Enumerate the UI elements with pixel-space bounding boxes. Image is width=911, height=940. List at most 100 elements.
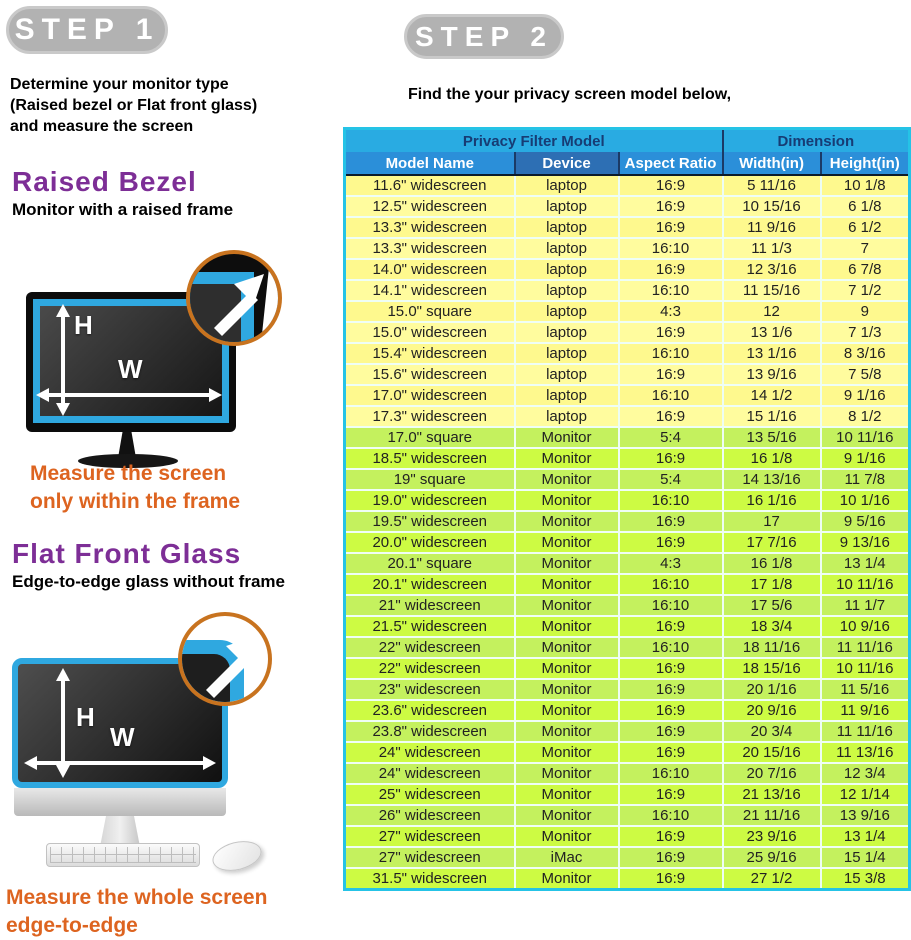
table-row: 20.0" widescreen Monitor 16:9 17 7/16 9 13/1…: [344, 532, 910, 554]
cell-ratio: 16:10: [617, 490, 723, 512]
cell-device: laptop: [513, 364, 619, 386]
cell-height: 13 1/4: [819, 553, 910, 575]
table-row: 11.6" widescreen laptop 16:9 5 11/16 10 1/8: [344, 175, 910, 197]
cell-ratio: 5:4: [617, 469, 723, 491]
cell-width: 18 15/16: [721, 658, 821, 680]
height-arrow-icon: [56, 304, 70, 416]
cell-height: 8 3/16: [819, 343, 910, 365]
table-row: 19.5" widescreen Monitor 16:9 17 9 5/16: [344, 511, 910, 533]
cell-height: 10 11/16: [819, 574, 910, 596]
group-header-row: Privacy Filter Model Dimension: [344, 128, 910, 152]
column-header-device: Device: [513, 152, 619, 176]
cell-model: 27" widescreen: [344, 826, 515, 848]
cell-ratio: 16:9: [617, 679, 723, 701]
cell-width: 17 1/8: [721, 574, 821, 596]
cell-height: 9 13/16: [819, 532, 910, 554]
group-header-dimension: Dimension: [721, 128, 910, 152]
table-row: 14.1" widescreen laptop 16:10 11 15/16 7 1/2: [344, 280, 910, 302]
cell-model: 21.5" widescreen: [344, 616, 515, 638]
cell-height: 9 5/16: [819, 511, 910, 533]
corner-zoom-circle: [186, 250, 282, 346]
step1-description-line3: and measure the screen: [10, 118, 194, 135]
cell-ratio: 16:10: [617, 385, 723, 407]
cell-ratio: 16:10: [617, 805, 723, 827]
cell-ratio: 16:9: [617, 322, 723, 344]
cell-model: 23.6" widescreen: [344, 700, 515, 722]
imac-chin: [14, 788, 226, 816]
cell-model: 12.5" widescreen: [344, 196, 515, 218]
cell-width: 21 13/16: [721, 784, 821, 806]
cell-model: 19.0" widescreen: [344, 490, 515, 512]
table-row: 17.0" widescreen laptop 16:10 14 1/2 9 1/16: [344, 385, 910, 407]
cell-model: 15.0" widescreen: [344, 322, 515, 344]
cell-ratio: 16:10: [617, 280, 723, 302]
cell-width: 10 15/16: [721, 196, 821, 218]
diagonal-arrow-icon: [206, 636, 256, 698]
cell-model: 19.5" widescreen: [344, 511, 515, 533]
cell-height: 13 1/4: [819, 826, 910, 848]
cell-device: Monitor: [513, 784, 619, 806]
cell-height: 10 11/16: [819, 427, 910, 449]
keyboard: [46, 843, 200, 867]
cell-ratio: 16:10: [617, 238, 723, 260]
cell-ratio: 16:9: [617, 658, 723, 680]
flat-glass-note: Measure the whole screen edge-to-edge: [6, 884, 267, 940]
table-row: 27" widescreen Monitor 16:9 23 9/16 13 1/4: [344, 826, 910, 848]
table-row: 18.5" widescreen Monitor 16:9 16 1/8 9 1/16: [344, 448, 910, 470]
cell-model: 15.0" square: [344, 301, 515, 323]
diagonal-arrow-icon: [214, 274, 264, 336]
table-row: 25" widescreen Monitor 16:9 21 13/16 12 1/14: [344, 784, 910, 806]
cell-model: 15.6" widescreen: [344, 364, 515, 386]
cell-device: laptop: [513, 238, 619, 260]
cell-device: iMac: [513, 847, 619, 869]
cell-model: 20.1" widescreen: [344, 574, 515, 596]
table-row: 21" widescreen Monitor 16:10 17 5/6 11 1/7: [344, 595, 910, 617]
column-header-aspect-ratio: Aspect Ratio: [617, 152, 723, 176]
table-row: 23" widescreen Monitor 16:9 20 1/16 11 5/16: [344, 679, 910, 701]
cell-device: Monitor: [513, 574, 619, 596]
cell-device: laptop: [513, 301, 619, 323]
cell-height: 12 1/14: [819, 784, 910, 806]
cell-model: 15.4" widescreen: [344, 343, 515, 365]
cell-width: 16 1/8: [721, 448, 821, 470]
table-row: 15.0" square laptop 4:3 12 9: [344, 301, 910, 323]
cell-device: laptop: [513, 406, 619, 428]
cell-device: laptop: [513, 385, 619, 407]
keyboard-keys: [50, 847, 196, 863]
width-label: W: [110, 722, 135, 752]
table-row: 12.5" widescreen laptop 16:9 10 15/16 6 1/8: [344, 196, 910, 218]
cell-height: 7 1/2: [819, 280, 910, 302]
table-row: 15.4" widescreen laptop 16:10 13 1/16 8 3/16: [344, 343, 910, 365]
raised-bezel-note-line1: Measure the screen: [30, 462, 227, 485]
cell-model: 18.5" widescreen: [344, 448, 515, 470]
cell-model: 27" widescreen: [344, 847, 515, 869]
cell-device: laptop: [513, 175, 619, 197]
cell-width: 20 15/16: [721, 742, 821, 764]
cell-width: 20 1/16: [721, 679, 821, 701]
cell-ratio: 16:10: [617, 574, 723, 596]
table-row: 23.6" widescreen Monitor 16:9 20 9/16 11 9/1…: [344, 700, 910, 722]
table-row: 21.5" widescreen Monitor 16:9 18 3/4 10 9/16: [344, 616, 910, 638]
cell-height: 6 7/8: [819, 259, 910, 281]
cell-model: 11.6" widescreen: [344, 175, 515, 197]
cell-height: 10 11/16: [819, 658, 910, 680]
table-row: 24" widescreen Monitor 16:10 20 7/16 12 3/4: [344, 763, 910, 785]
cell-height: 11 9/16: [819, 700, 910, 722]
cell-device: Monitor: [513, 826, 619, 848]
cell-height: 9: [819, 301, 910, 323]
raised-bezel-title: Raised Bezel: [12, 166, 197, 197]
model-table-body: 11.6" widescreen laptop 16:9 5 11/16 10 1/8 1…: [344, 175, 910, 891]
mouse: [209, 836, 265, 876]
cell-width: 17 5/6: [721, 595, 821, 617]
flat-glass-note-line2: edge-to-edge: [6, 914, 138, 937]
cell-width: 18 11/16: [721, 637, 821, 659]
privacy-filter-model-table: Privacy Filter Model Dimension Model Nam…: [343, 127, 911, 891]
table-row: 19.0" widescreen Monitor 16:10 16 1/16 10 1/…: [344, 490, 910, 512]
cell-height: 6 1/8: [819, 196, 910, 218]
cell-height: 8 1/2: [819, 406, 910, 428]
cell-height: 12 3/4: [819, 763, 910, 785]
cell-device: Monitor: [513, 511, 619, 533]
column-header-row: Model Name Device Aspect Ratio Width(in)…: [344, 152, 910, 176]
cell-width: 13 5/16: [721, 427, 821, 449]
cell-device: Monitor: [513, 448, 619, 470]
